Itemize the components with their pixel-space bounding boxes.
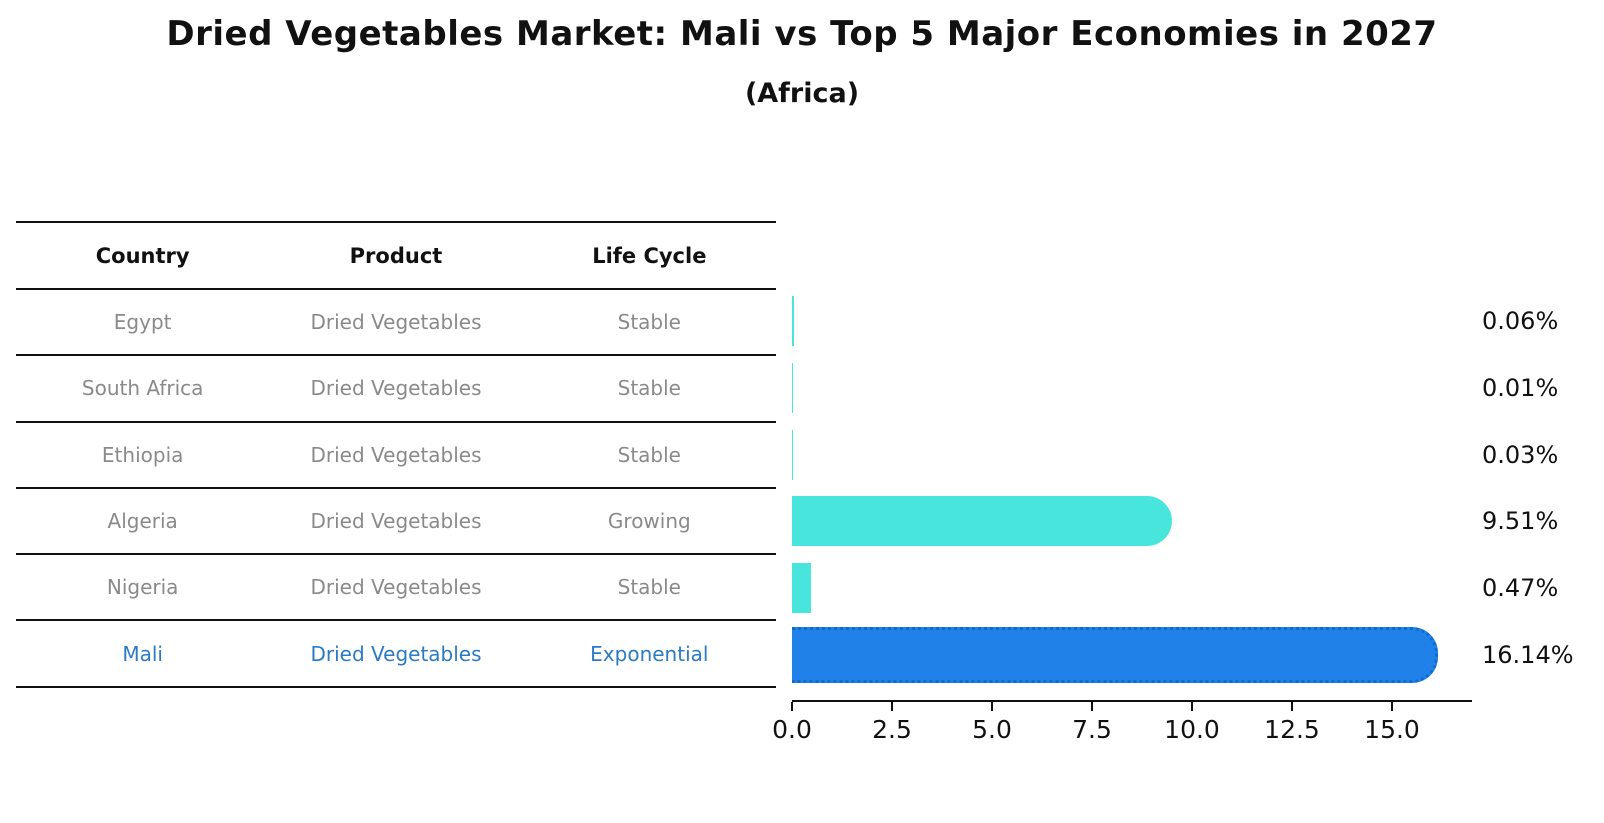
x-axis: 0.0 2.5 5.0 7.5 10.0 12.5 15.0 xyxy=(772,700,1472,752)
column-header-lifecycle: Life Cycle xyxy=(592,243,707,268)
x-tick-mark xyxy=(791,702,793,711)
bar-row-ethiopia: 0.03% xyxy=(792,421,1558,488)
x-tick-label: 7.5 xyxy=(1072,715,1112,744)
cell-lifecycle: Stable xyxy=(617,376,681,401)
bar-mali xyxy=(792,626,1438,683)
cell-country: Ethiopia xyxy=(101,442,184,467)
x-tick-label: 0.0 xyxy=(772,715,812,744)
table-header-row: Country Product Life Cycle xyxy=(16,223,776,290)
bar-south-africa xyxy=(792,362,794,413)
x-tick-label: 2.5 xyxy=(872,715,912,744)
column-header-product: Product xyxy=(349,243,443,268)
x-tick-mark xyxy=(1191,702,1193,711)
bar-row-mali: 16.14% xyxy=(792,621,1574,688)
cell-product: Dried Vegetables xyxy=(310,509,482,534)
bar-ethiopia xyxy=(792,429,794,480)
bar-algeria xyxy=(792,496,1173,547)
bar-egypt xyxy=(792,296,795,347)
table-row: Nigeria Dried Vegetables Stable xyxy=(16,555,776,622)
cell-country: South Africa xyxy=(81,376,204,401)
cell-product: Dried Vegetables xyxy=(310,442,482,467)
bar-plot-area: 0.06% 0.01% 0.03% 9.51% 0.47% 16.14% xyxy=(792,288,1574,688)
x-tick-label: 5.0 xyxy=(972,715,1012,744)
bar-row-egypt: 0.06% xyxy=(792,288,1558,355)
cell-product: Dried Vegetables xyxy=(310,310,482,335)
table-row: Mali Dried Vegetables Exponential xyxy=(16,621,776,688)
bar-row-algeria: 9.51% xyxy=(792,488,1558,555)
column-header-country: Country xyxy=(95,243,190,268)
value-label: 16.14% xyxy=(1482,640,1574,669)
value-label: 0.47% xyxy=(1482,573,1559,602)
table-row: Egypt Dried Vegetables Stable xyxy=(16,290,776,357)
value-label: 0.03% xyxy=(1482,440,1559,469)
bar-row-south-africa: 0.01% xyxy=(792,355,1558,422)
cell-country: Mali xyxy=(122,641,163,666)
x-tick-label: 15.0 xyxy=(1364,715,1420,744)
x-tick-label: 12.5 xyxy=(1264,715,1320,744)
chart-title: Dried Vegetables Market: Mali vs Top 5 M… xyxy=(166,14,1438,54)
value-label: 0.06% xyxy=(1482,307,1559,336)
x-tick-mark xyxy=(1391,702,1393,711)
x-tick-mark xyxy=(1091,702,1093,711)
table-row: South Africa Dried Vegetables Stable xyxy=(16,356,776,423)
chart-subtitle: (Africa) xyxy=(744,78,860,109)
value-label: 9.51% xyxy=(1482,507,1559,536)
cell-product: Dried Vegetables xyxy=(310,575,482,600)
cell-product: Dried Vegetables xyxy=(310,376,482,401)
x-tick-mark xyxy=(891,702,893,711)
cell-country: Algeria xyxy=(107,509,178,534)
cell-lifecycle: Stable xyxy=(617,575,681,600)
value-label: 0.01% xyxy=(1482,373,1559,402)
bar-row-nigeria: 0.47% xyxy=(792,555,1558,622)
cell-country: Egypt xyxy=(113,310,172,335)
cell-country: Nigeria xyxy=(106,575,179,600)
cell-product: Dried Vegetables xyxy=(310,641,482,666)
cell-lifecycle: Exponential xyxy=(590,641,709,666)
cell-lifecycle: Stable xyxy=(617,310,681,335)
x-tick-mark xyxy=(991,702,993,711)
x-tick-label: 10.0 xyxy=(1164,715,1220,744)
bar-nigeria xyxy=(792,562,811,613)
country-table: Country Product Life Cycle Egypt Dried Ve… xyxy=(16,221,776,688)
cell-lifecycle: Growing xyxy=(607,509,691,534)
cell-lifecycle: Stable xyxy=(617,442,681,467)
table-row: Algeria Dried Vegetables Growing xyxy=(16,489,776,556)
table-row: Ethiopia Dried Vegetables Stable xyxy=(16,423,776,489)
x-tick-mark xyxy=(1291,702,1293,711)
